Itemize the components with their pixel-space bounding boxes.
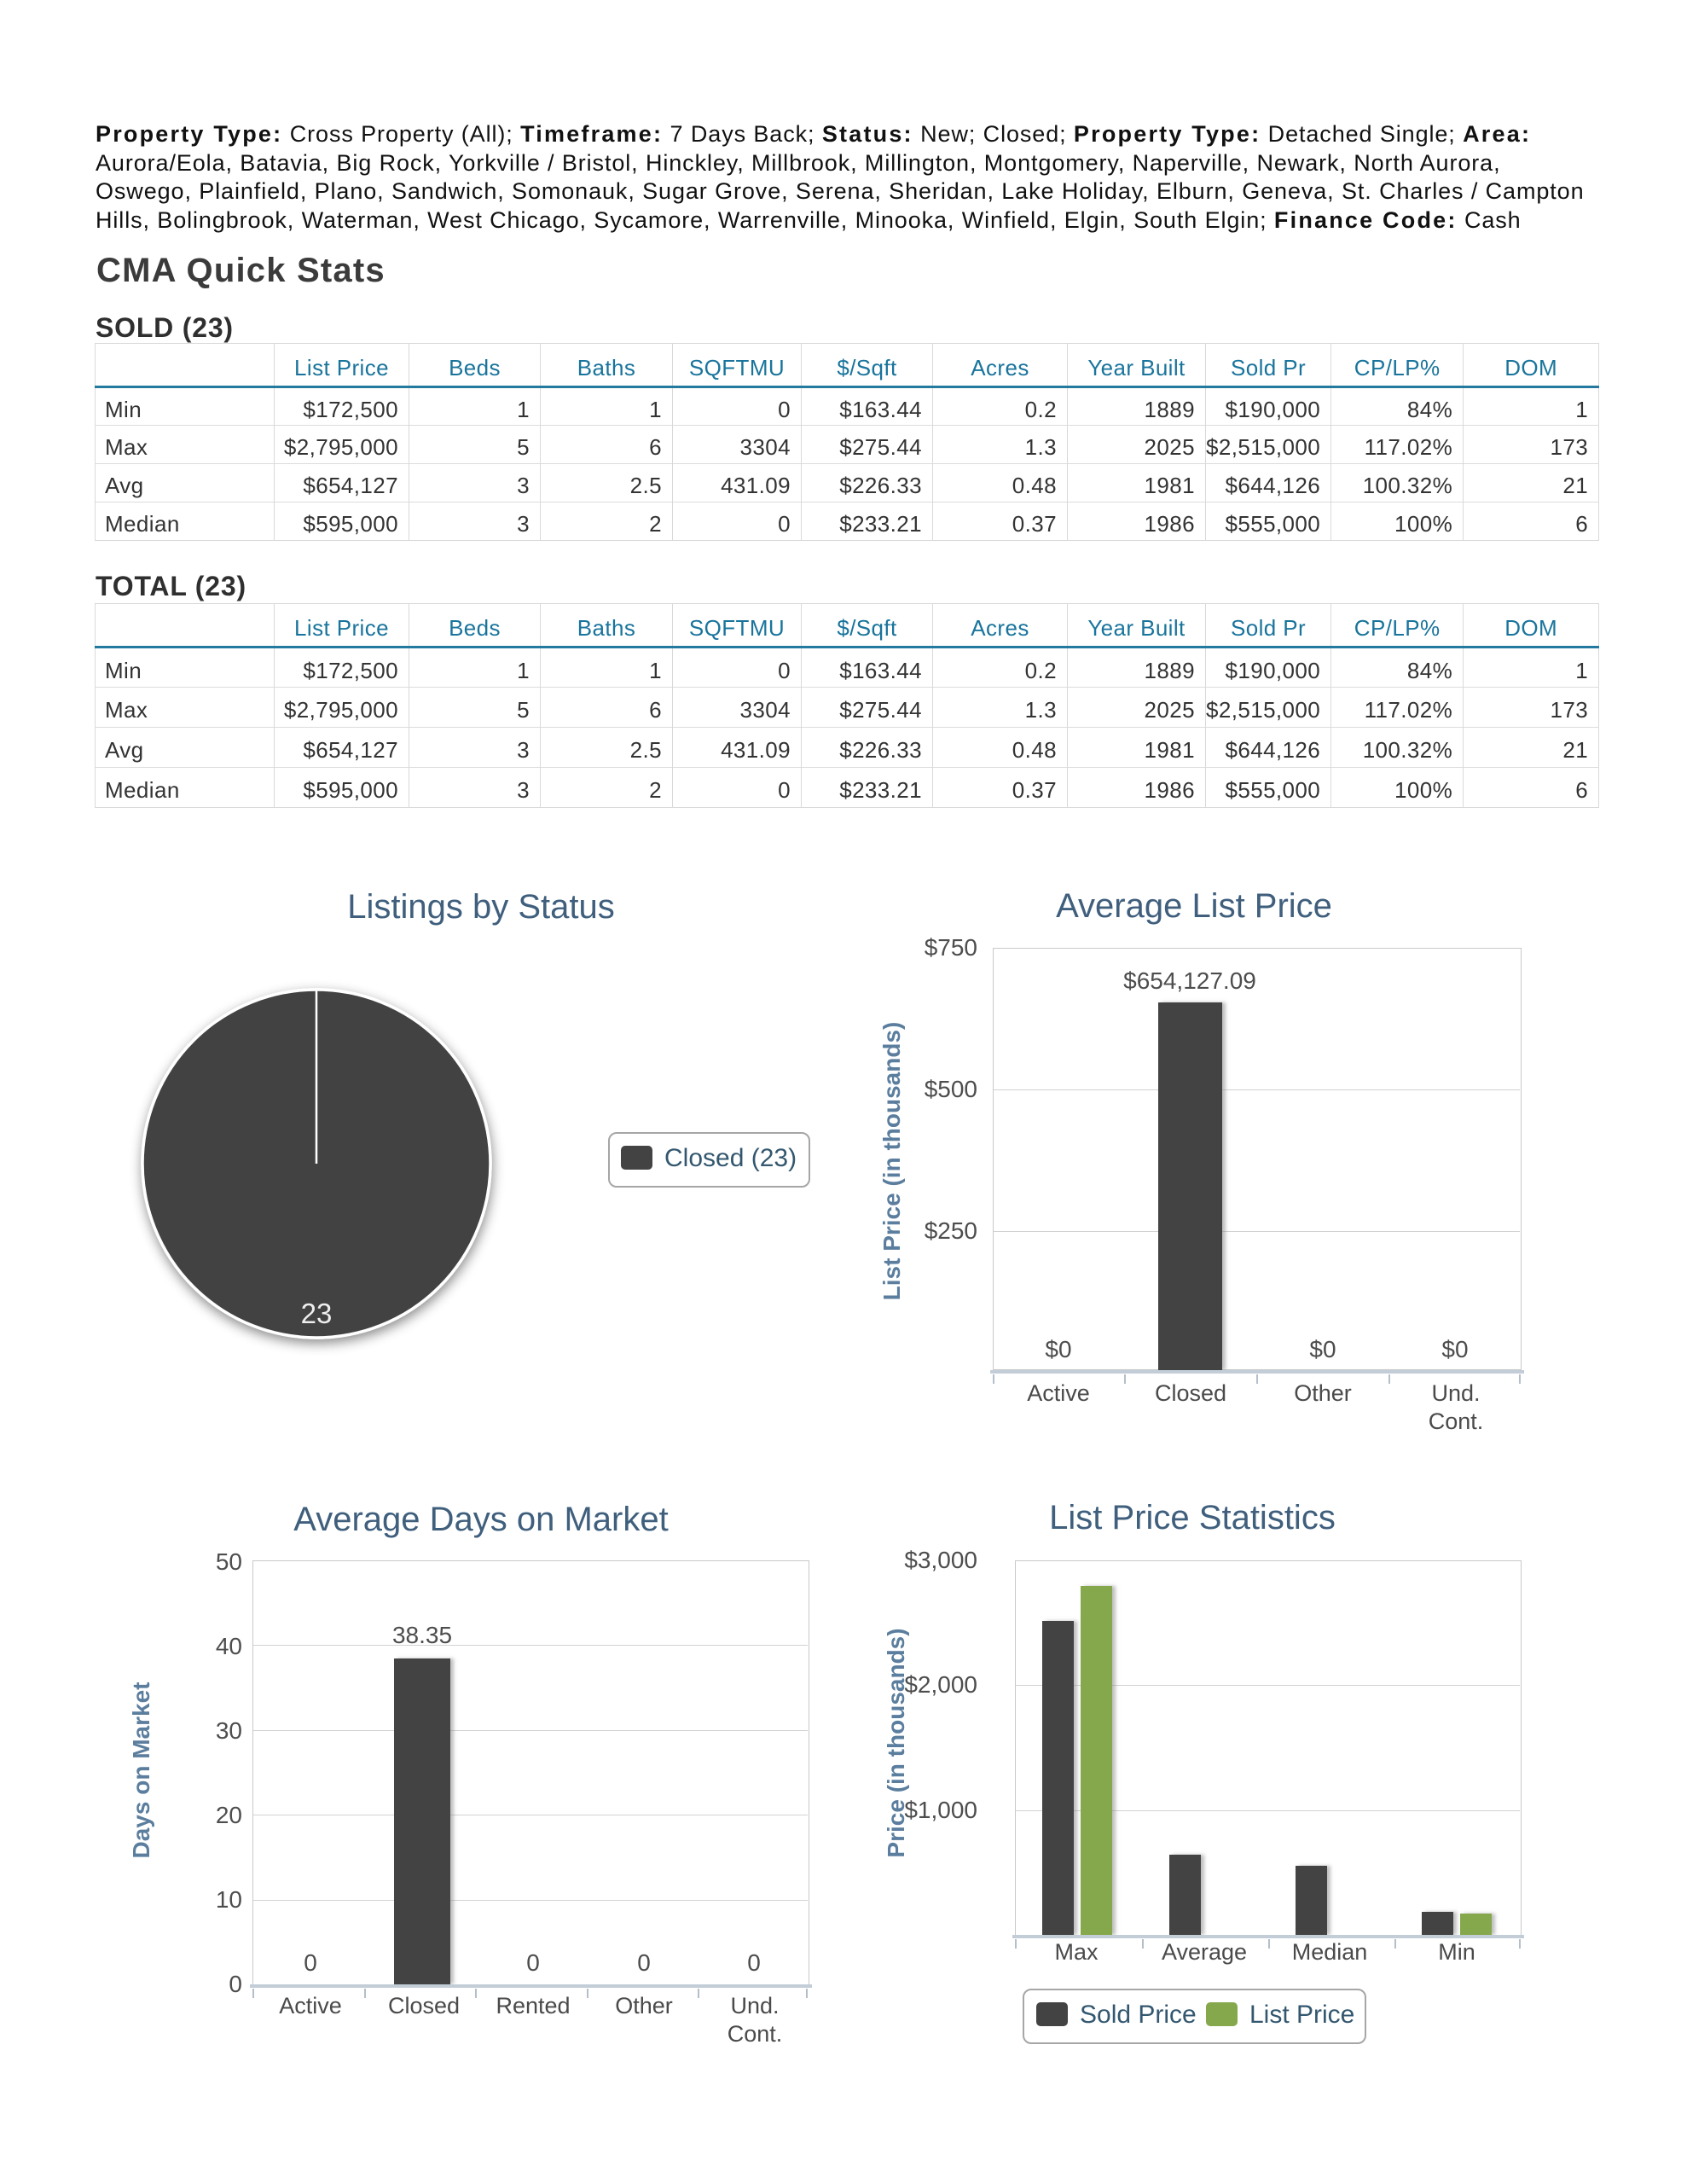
- svg-text:23: 23: [301, 1298, 333, 1329]
